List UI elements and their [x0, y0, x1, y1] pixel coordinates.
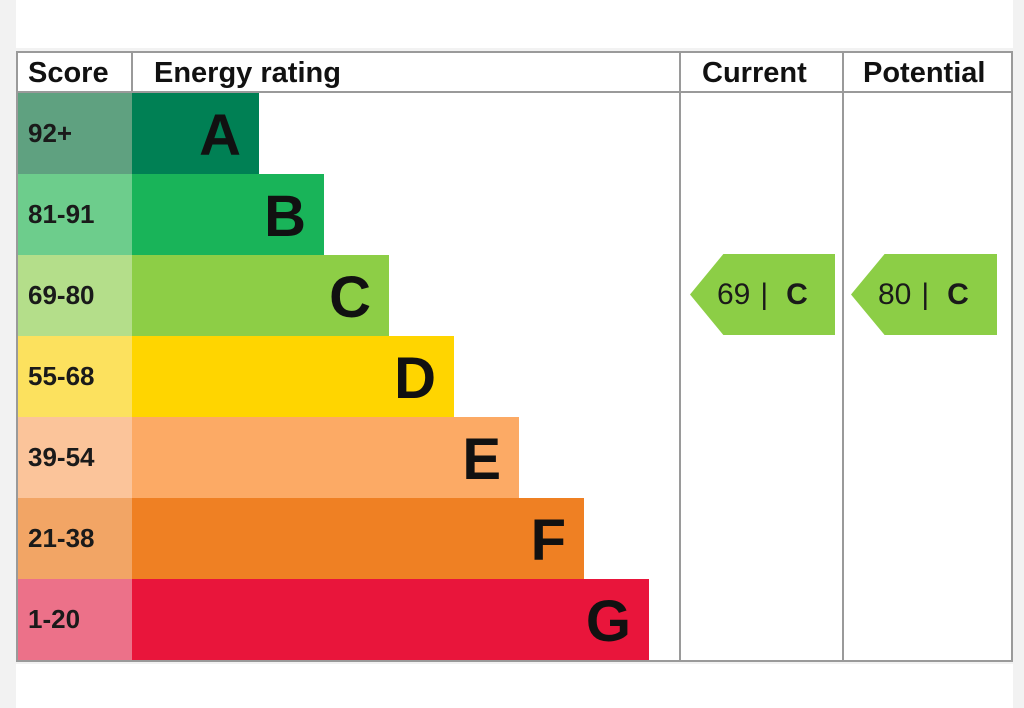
header-divider: [16, 91, 1013, 93]
score-cell-f: 21-38: [16, 498, 132, 579]
score-cell-d: 55-68: [16, 336, 132, 417]
band-letter-b: B: [264, 184, 306, 249]
potential-rating-letter: C: [947, 278, 969, 311]
band-letter-f: F: [530, 508, 566, 573]
header-potential: Potential: [863, 57, 986, 89]
rating-band-c: C: [132, 255, 389, 336]
header-energy-rating: Energy rating: [154, 57, 341, 89]
score-cell-c: 69-80: [16, 255, 132, 336]
bottom-border: [16, 660, 1013, 662]
current-rating-text: 69 | C: [717, 254, 808, 335]
left-border: [16, 51, 18, 662]
current-separator: |: [760, 278, 769, 311]
score-cell-g: 1-20: [16, 579, 132, 660]
header-current: Current: [702, 57, 807, 89]
current-rating-arrow: 69 | C: [690, 254, 835, 335]
top-border: [16, 51, 1013, 53]
rating-band-f: F: [132, 498, 584, 579]
potential-rating-text: 80 | C: [878, 254, 969, 335]
current-column-divider: [679, 51, 681, 662]
band-letter-d: D: [394, 346, 436, 411]
band-letter-g: G: [585, 589, 631, 654]
rating-band-d: D: [132, 336, 454, 417]
band-letter-c: C: [329, 265, 371, 330]
band-letter-e: E: [462, 427, 501, 492]
score-column-divider: [131, 51, 133, 93]
potential-separator: |: [921, 278, 930, 311]
rating-band-g: G: [132, 579, 649, 660]
potential-column-divider: [842, 51, 844, 662]
current-rating-letter: C: [786, 278, 808, 311]
score-cell-e: 39-54: [16, 417, 132, 498]
score-cell-b: 81-91: [16, 174, 132, 255]
energy-rating-chart: Score Energy rating Current Potential 92…: [16, 51, 1013, 662]
rating-band-e: E: [132, 417, 519, 498]
right-border: [1011, 51, 1013, 662]
rating-band-b: B: [132, 174, 324, 255]
header-score: Score: [28, 57, 109, 89]
rating-band-a: A: [132, 93, 259, 174]
current-value: 69: [717, 278, 751, 311]
score-cell-a: 92+: [16, 93, 132, 174]
bottom-blank-panel: [16, 664, 1013, 708]
top-blank-panel: [16, 0, 1013, 48]
band-letter-a: A: [199, 103, 241, 168]
potential-value: 80: [878, 278, 912, 311]
potential-rating-arrow: 80 | C: [851, 254, 997, 335]
